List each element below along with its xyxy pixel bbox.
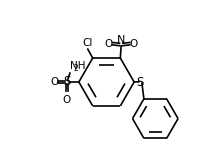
Text: S: S bbox=[137, 76, 144, 89]
Text: O: O bbox=[105, 39, 113, 49]
Text: N: N bbox=[117, 35, 125, 45]
Text: O: O bbox=[63, 94, 71, 104]
Text: Cl: Cl bbox=[82, 38, 93, 48]
Text: O: O bbox=[50, 77, 58, 87]
Text: 2: 2 bbox=[74, 64, 79, 73]
Text: O: O bbox=[129, 39, 137, 49]
Text: NH: NH bbox=[70, 61, 85, 71]
Text: S: S bbox=[63, 75, 70, 89]
